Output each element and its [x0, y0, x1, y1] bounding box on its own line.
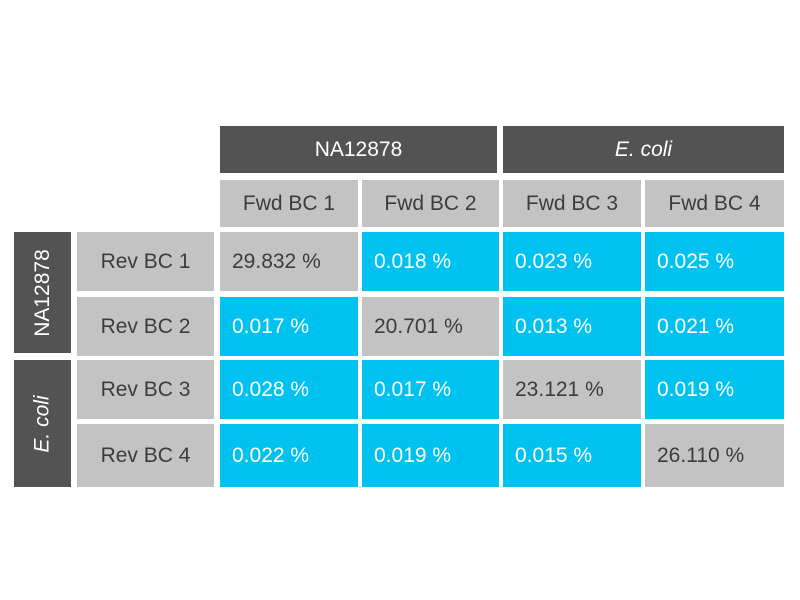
column-header-3: Fwd BC 3 — [503, 180, 641, 227]
table-cell-r2-c1: 0.017 % — [220, 297, 358, 356]
column-group-na12878-label: NA12878 — [314, 137, 403, 161]
table-cell-r4-c1-text: 0.022 % — [232, 443, 310, 467]
row-header-3-text: Rev BC 3 — [100, 377, 191, 401]
table-cell-r3-c1-text: 0.028 % — [232, 377, 310, 401]
table-cell-r1-c1: 29.832 % — [220, 232, 358, 291]
column-group-na12878: NA12878 — [220, 126, 497, 173]
row-header-1: Rev BC 1 — [77, 232, 214, 291]
row-header-2: Rev BC 2 — [77, 297, 214, 356]
row-header-3: Rev BC 3 — [77, 360, 214, 419]
table-cell-r1-c3: 0.023 % — [503, 232, 641, 291]
table-cell-r2-c2: 20.701 % — [362, 297, 499, 356]
table-cell-r2-c3: 0.013 % — [503, 297, 641, 356]
table-cell-r3-c2: 0.017 % — [362, 360, 499, 419]
table-cell-r3-c4: 0.019 % — [645, 360, 784, 419]
table-cell-r4-c3-text: 0.015 % — [515, 443, 593, 467]
row-header-4: Rev BC 4 — [77, 424, 214, 487]
table-cell-r2-c2-text: 20.701 % — [374, 314, 463, 338]
column-header-1: Fwd BC 1 — [220, 180, 358, 227]
column-header-4: Fwd BC 4 — [645, 180, 784, 227]
table-cell-r4-c4: 26.110 % — [645, 424, 784, 487]
row-group-na12878: NA12878 — [14, 232, 71, 353]
table-cell-r1-c4-text: 0.025 % — [657, 249, 735, 273]
table-cell-r1-c2: 0.018 % — [362, 232, 499, 291]
table-cell-r3-c2-text: 0.017 % — [374, 377, 452, 401]
table-cell-r2-c1-text: 0.017 % — [232, 314, 310, 338]
column-header-1-text: Fwd BC 1 — [242, 191, 336, 215]
row-group-na12878-label: NA12878 — [30, 248, 54, 337]
table-cell-r3-c3-text: 23.121 % — [515, 377, 604, 401]
table-cell-r1-c4: 0.025 % — [645, 232, 784, 291]
row-group-ecoli: E. coli — [14, 360, 71, 487]
table-cell-r2-c4-text: 0.021 % — [657, 314, 735, 338]
table-cell-r1-c1-text: 29.832 % — [232, 249, 321, 273]
table-cell-r1-c2-text: 0.018 % — [374, 249, 452, 273]
row-header-4-text: Rev BC 4 — [100, 443, 191, 467]
table-cell-r4-c2: 0.019 % — [362, 424, 499, 487]
table-cell-r1-c3-text: 0.023 % — [515, 249, 593, 273]
table-cell-r3-c3: 23.121 % — [503, 360, 641, 419]
table-cell-r4-c3: 0.015 % — [503, 424, 641, 487]
table-cell-r3-c1: 0.028 % — [220, 360, 358, 419]
column-header-4-text: Fwd BC 4 — [668, 191, 761, 215]
table-cell-r3-c4-text: 0.019 % — [657, 377, 735, 401]
row-header-1-text: Rev BC 1 — [100, 249, 191, 273]
row-header-2-text: Rev BC 2 — [100, 314, 191, 338]
column-header-2-text: Fwd BC 2 — [384, 191, 477, 215]
column-group-ecoli: E. coli — [503, 126, 784, 173]
column-header-3-text: Fwd BC 3 — [525, 191, 619, 215]
table-cell-r4-c4-text: 26.110 % — [657, 443, 745, 467]
table-cell-r4-c2-text: 0.019 % — [374, 443, 452, 467]
table-cell-r4-c1: 0.022 % — [220, 424, 358, 487]
column-group-ecoli-label: E. coli — [614, 137, 673, 161]
table-cell-r2-c3-text: 0.013 % — [515, 314, 593, 338]
row-group-ecoli-label: E. coli — [30, 394, 54, 453]
table-cell-r2-c4: 0.021 % — [645, 297, 784, 356]
column-header-2: Fwd BC 2 — [362, 180, 499, 227]
